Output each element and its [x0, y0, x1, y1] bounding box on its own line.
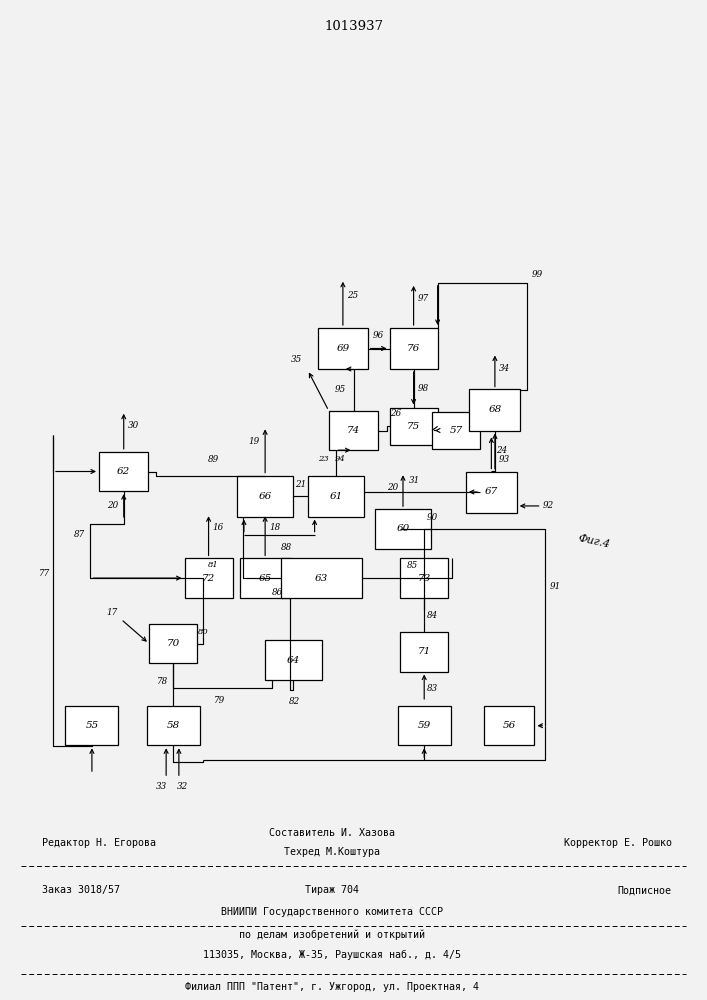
- Text: 75: 75: [407, 422, 420, 431]
- Text: 17: 17: [107, 608, 118, 617]
- Text: 87: 87: [74, 530, 86, 539]
- Bar: [400, 558, 448, 598]
- Bar: [308, 476, 364, 517]
- Text: 74: 74: [347, 426, 360, 435]
- Text: Редактор Н. Егорова: Редактор Н. Егорова: [42, 838, 156, 848]
- Text: 19: 19: [248, 437, 259, 446]
- Text: 61: 61: [329, 492, 342, 501]
- Text: Техред М.Коштура: Техред М.Коштура: [284, 847, 380, 857]
- Text: Подписное: Подписное: [618, 885, 672, 895]
- Bar: [281, 558, 363, 598]
- Text: 55: 55: [86, 721, 98, 730]
- Text: 78: 78: [157, 677, 168, 686]
- Text: 34: 34: [499, 364, 510, 373]
- Text: 71: 71: [418, 647, 431, 656]
- Text: 84: 84: [427, 610, 438, 619]
- Bar: [397, 706, 451, 745]
- Text: 92: 92: [542, 501, 554, 510]
- Bar: [65, 706, 118, 745]
- Text: 23: 23: [317, 455, 329, 463]
- Text: 93: 93: [498, 455, 510, 464]
- Text: 20: 20: [107, 501, 119, 510]
- Text: 62: 62: [117, 467, 130, 476]
- Bar: [400, 632, 448, 672]
- Text: 68: 68: [489, 406, 501, 414]
- Bar: [484, 706, 534, 745]
- Text: 63: 63: [315, 574, 328, 583]
- Text: 32: 32: [177, 782, 188, 791]
- Text: 72: 72: [202, 574, 215, 583]
- Text: 24: 24: [496, 446, 507, 455]
- Text: ВНИИПИ Государственного комитета СССР: ВНИИПИ Государственного комитета СССР: [221, 907, 443, 917]
- Bar: [265, 640, 322, 680]
- Bar: [390, 328, 438, 369]
- Bar: [375, 509, 431, 549]
- Text: 69: 69: [337, 344, 349, 353]
- Text: 66: 66: [259, 492, 271, 501]
- Text: 64: 64: [287, 656, 300, 665]
- Text: 30: 30: [128, 421, 139, 430]
- Text: 25: 25: [347, 291, 358, 300]
- Bar: [318, 328, 368, 369]
- Text: Фиг.4: Фиг.4: [577, 533, 611, 549]
- Text: 1013937: 1013937: [324, 20, 383, 33]
- Text: 98: 98: [418, 384, 429, 393]
- Bar: [329, 411, 378, 450]
- Text: 88: 88: [281, 543, 292, 552]
- Text: 33: 33: [156, 782, 167, 791]
- Text: 67: 67: [485, 488, 498, 496]
- Text: 35: 35: [291, 355, 303, 364]
- Text: 96: 96: [373, 331, 384, 340]
- Text: Заказ 3018/57: Заказ 3018/57: [42, 885, 120, 895]
- Text: 58: 58: [167, 721, 180, 730]
- Text: 31: 31: [409, 476, 421, 485]
- Bar: [99, 452, 148, 491]
- Text: 16: 16: [213, 523, 224, 532]
- Text: 76: 76: [407, 344, 420, 353]
- Text: 73: 73: [418, 574, 431, 583]
- Bar: [240, 558, 291, 598]
- Text: 89: 89: [209, 455, 219, 464]
- Text: 79: 79: [214, 696, 225, 705]
- Text: 83: 83: [427, 684, 438, 693]
- Text: 70: 70: [167, 639, 180, 648]
- Text: 65: 65: [259, 574, 271, 583]
- Text: 26: 26: [390, 409, 401, 418]
- Text: 90: 90: [427, 513, 438, 522]
- Text: Филиал ППП "Патент", г. Ужгород, ул. Проектная, 4: Филиал ППП "Патент", г. Ужгород, ул. Про…: [185, 982, 479, 992]
- Text: 77: 77: [39, 570, 50, 578]
- Text: 80: 80: [197, 628, 209, 636]
- Text: 99: 99: [532, 270, 543, 279]
- Bar: [147, 706, 199, 745]
- Text: 20: 20: [387, 483, 398, 492]
- Text: 60: 60: [397, 524, 409, 533]
- Bar: [469, 389, 520, 430]
- Text: 81: 81: [207, 561, 218, 569]
- Bar: [390, 408, 438, 445]
- Text: 21: 21: [295, 480, 306, 489]
- Bar: [432, 412, 480, 449]
- Text: 85: 85: [407, 561, 418, 570]
- Text: 57: 57: [450, 426, 462, 435]
- Text: по делам изобретений и открытий: по делам изобретений и открытий: [239, 930, 426, 940]
- Text: Тираж 704: Тираж 704: [305, 885, 359, 895]
- Text: 18: 18: [269, 523, 281, 532]
- Text: 113035, Москва, Ж-35, Раушская наб., д. 4/5: 113035, Москва, Ж-35, Раушская наб., д. …: [204, 950, 461, 960]
- Text: 82: 82: [288, 697, 300, 706]
- Text: 95: 95: [335, 385, 346, 394]
- Text: 91: 91: [550, 582, 561, 591]
- Bar: [185, 558, 233, 598]
- Text: 94: 94: [334, 455, 346, 463]
- Text: 56: 56: [503, 721, 515, 730]
- Text: 97: 97: [418, 294, 429, 303]
- Bar: [149, 624, 197, 663]
- Bar: [466, 472, 517, 512]
- Text: Составитель И. Хазова: Составитель И. Хазова: [269, 828, 395, 838]
- Text: 59: 59: [418, 721, 431, 730]
- Text: 86: 86: [272, 588, 283, 597]
- Text: Корректор Е. Рошко: Корректор Е. Рошко: [563, 838, 672, 848]
- Bar: [237, 476, 293, 517]
